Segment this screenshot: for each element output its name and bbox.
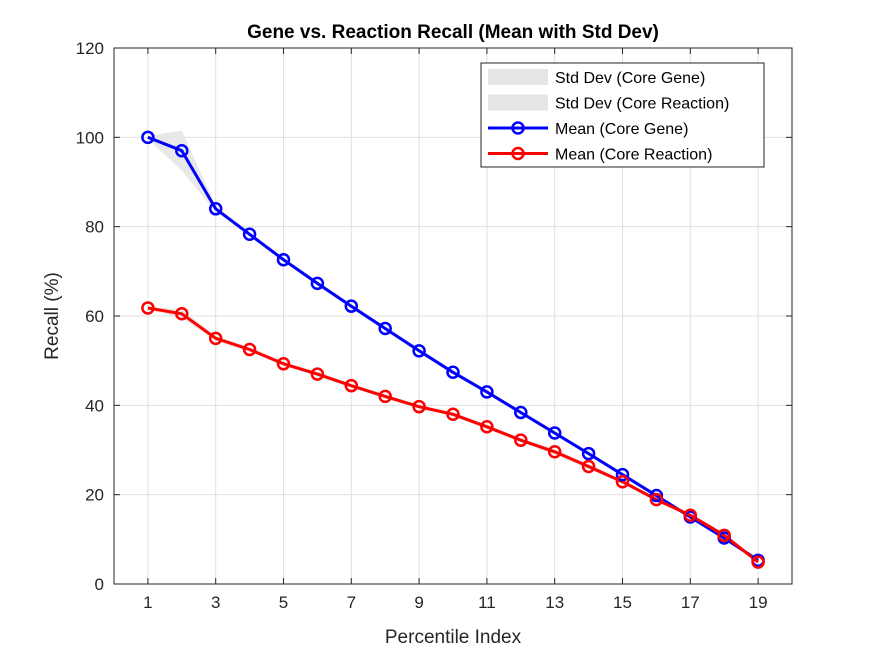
- data-point-core-gene: [378, 321, 392, 336]
- data-point-core-reaction: [141, 301, 155, 315]
- mean-line-core-reaction: [147, 306, 760, 564]
- y-tick-label: 60: [85, 307, 104, 326]
- data-point-core-reaction: [717, 528, 731, 543]
- data-point-core-gene: [242, 227, 257, 242]
- data-point-core-reaction: [446, 407, 460, 422]
- x-tick-label: 7: [347, 593, 356, 612]
- legend-items: Std Dev (Core Gene) Std Dev (Core Reactio…: [488, 69, 729, 164]
- data-point-core-gene: [446, 365, 460, 380]
- y-tick-label: 120: [76, 39, 104, 58]
- series-markers: [141, 130, 765, 569]
- data-point-core-reaction: [310, 367, 325, 381]
- x-tick-label: 5: [279, 593, 288, 612]
- data-point-core-gene: [581, 446, 596, 461]
- data-point-core-gene: [412, 344, 426, 358]
- data-point-core-reaction: [480, 420, 494, 434]
- data-point-core-gene: [547, 426, 562, 440]
- data-point-core-gene: [514, 405, 528, 420]
- std-dev-bands: [147, 130, 759, 564]
- legend-label: Mean (Core Reaction): [555, 147, 712, 164]
- data-point-core-gene: [649, 488, 664, 503]
- legend-label: Mean (Core Gene): [555, 121, 688, 138]
- x-tick-label: 1: [143, 593, 152, 612]
- data-point-core-gene: [310, 276, 325, 291]
- legend-swatch-band: [488, 69, 548, 85]
- data-point-core-reaction: [344, 378, 359, 393]
- data-point-core-reaction: [208, 331, 223, 346]
- data-point-core-reaction: [514, 433, 528, 447]
- data-point-core-reaction: [683, 508, 698, 522]
- data-point-core-reaction: [242, 342, 257, 357]
- legend-swatch-marker: [511, 121, 525, 135]
- y-tick-label: 100: [76, 128, 104, 147]
- x-tick-label: 15: [613, 593, 632, 612]
- data-point-core-gene: [276, 252, 291, 267]
- legend: Std Dev (Core Gene) Std Dev (Core Reactio…: [480, 62, 765, 168]
- legend-swatch-marker: [511, 146, 525, 161]
- data-point-core-reaction: [412, 399, 426, 414]
- data-point-core-reaction: [649, 492, 664, 507]
- data-point-core-gene: [175, 143, 189, 158]
- data-point-core-gene: [480, 385, 494, 399]
- data-point-core-reaction: [581, 459, 596, 474]
- mean-line-core-gene: [147, 135, 759, 562]
- y-tick-label: 0: [95, 575, 104, 594]
- y-tick-label: 40: [85, 396, 104, 415]
- data-point-core-reaction: [547, 445, 562, 459]
- data-point-core-gene: [615, 467, 630, 482]
- chart-title: Gene vs. Reaction Recall (Mean with Std …: [247, 22, 659, 43]
- y-axis-label: Recall (%): [42, 272, 63, 360]
- x-tick-label: 9: [414, 593, 423, 612]
- x-tick-label: 13: [545, 593, 564, 612]
- data-point-core-reaction: [751, 555, 765, 569]
- x-tick-label: 19: [749, 593, 768, 612]
- std-dev-band-core-reaction: [147, 306, 759, 564]
- x-axis-label: Percentile Index: [385, 627, 522, 648]
- data-point-core-reaction: [378, 389, 392, 404]
- series-lines: [147, 135, 760, 564]
- x-tick-label: 3: [211, 593, 220, 612]
- y-tick-label: 20: [85, 486, 104, 505]
- legend-label: Std Dev (Core Reaction): [555, 96, 729, 113]
- x-tick-label: 17: [681, 593, 700, 612]
- data-point-core-gene: [344, 299, 359, 313]
- y-tick-label: 80: [85, 218, 104, 237]
- data-point-core-reaction: [276, 357, 291, 371]
- x-tick-label: 11: [478, 593, 496, 612]
- data-point-core-gene: [141, 130, 155, 145]
- data-point-core-gene: [208, 202, 223, 216]
- data-point-core-reaction: [175, 307, 189, 321]
- legend-swatch-band: [488, 94, 548, 111]
- legend-label: Std Dev (Core Gene): [555, 70, 705, 87]
- data-point-core-reaction: [615, 474, 630, 489]
